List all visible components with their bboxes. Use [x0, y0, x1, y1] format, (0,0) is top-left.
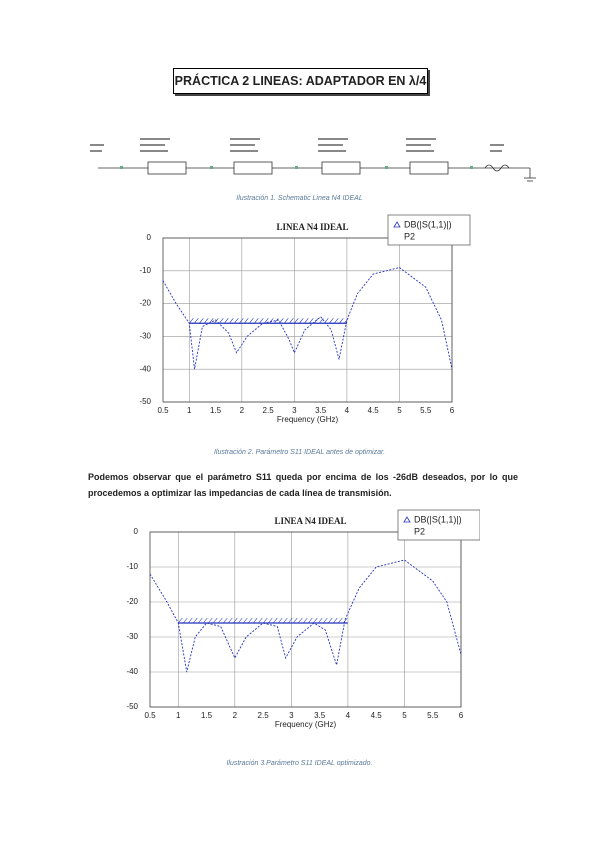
x-axis-label: Frequency (GHz)	[275, 720, 337, 729]
goal-hatch	[189, 318, 349, 324]
plot-frame	[162, 237, 453, 403]
x-tick-label: 5	[402, 711, 407, 720]
paragraph-line: procedemos a optimizar las impedancias d…	[88, 488, 392, 498]
caption: Ilustración 3.Parámetro S11 IDEAL optimi…	[226, 760, 373, 767]
y-tick-label: -50	[126, 702, 138, 711]
x-tick-label: 4.5	[371, 711, 383, 720]
y-tick-label: -20	[126, 597, 138, 606]
x-tick-label: 3	[292, 406, 297, 415]
doc-title: PRÁCTICA 2 LINEAS: ADAPTADOR EN λ/4	[173, 68, 428, 94]
x-tick-label: 3	[289, 711, 294, 720]
x-tick-label: 0.5	[157, 406, 169, 415]
data-line	[162, 267, 453, 370]
x-tick-label: 4	[345, 406, 350, 415]
x-tick-label: 1	[187, 406, 192, 415]
y-tick-label: -40	[139, 364, 151, 373]
goal-hatch	[178, 617, 348, 624]
x-tick-label: 1.5	[201, 711, 213, 720]
x-tick-label: 3.5	[314, 711, 326, 720]
x-tick-label: 2	[233, 711, 238, 720]
legend-sublabel: P2	[404, 231, 415, 241]
x-axis-label: Frequency (GHz)	[277, 415, 339, 424]
x-tick-label: 1.5	[210, 406, 222, 415]
data-line	[149, 559, 462, 673]
legend-box	[397, 509, 480, 541]
legend-box	[387, 214, 471, 246]
legend-label: DB(|S(1,1)|)	[404, 219, 452, 229]
y-tick-label: -30	[139, 332, 151, 341]
x-tick-label: 6	[459, 711, 464, 720]
chart: 0 -10 -20 -30 -40 -50 0.5 1 1.5 2 2.5 3 3.5 4 4.5 5 5.5 6…	[139, 214, 471, 424]
paragraph-line: Podemos observar que el parámetro S11 qu…	[88, 472, 518, 482]
chart-title: LINEA N4 IDEAL	[274, 516, 346, 526]
chart-title: LINEA N4 IDEAL	[276, 222, 348, 232]
x-tick-label: 5.5	[420, 406, 432, 415]
x-tick-label: 2	[240, 406, 245, 415]
schematic	[90, 138, 536, 182]
caption: Ilustración 1. Schematic Linea N4 IDEAL	[236, 195, 363, 202]
x-tick-label: 4	[346, 711, 351, 720]
x-tick-label: 3.5	[315, 406, 327, 415]
x-tick-label: 6	[450, 406, 455, 415]
y-tick-label: -50	[139, 397, 151, 406]
y-tick-label: -30	[126, 632, 138, 641]
caption: Ilustración 2. Parámetro S11 IDEAL antes…	[213, 449, 386, 456]
y-tick-label: -10	[139, 266, 151, 275]
legend-marker	[393, 221, 401, 228]
y-tick-label: -10	[126, 562, 138, 571]
x-tick-label: 4.5	[368, 406, 380, 415]
plot-frame	[149, 531, 462, 708]
x-tick-label: 5.5	[427, 711, 439, 720]
x-tick-label: 5	[397, 406, 402, 415]
legend-label: DB(|S(1,1)|)	[414, 514, 462, 524]
x-tick-label: 2.5	[258, 711, 270, 720]
y-tick-label: -40	[126, 667, 138, 676]
legend-sublabel: P2	[414, 526, 425, 536]
chart: 0 -10 -20 -30 -40 -50 0.5 1 1.5 2 2.5 3 3.5 4 4.5 5 5.5 6…	[126, 509, 480, 729]
x-tick-label: 2.5	[263, 406, 275, 415]
x-tick-label: 1	[176, 711, 181, 720]
y-tick-label: 0	[147, 233, 152, 242]
legend-marker	[403, 516, 411, 523]
y-tick-label: -20	[139, 299, 151, 308]
x-tick-label: 0.5	[144, 711, 156, 720]
y-tick-label: 0	[134, 527, 139, 536]
